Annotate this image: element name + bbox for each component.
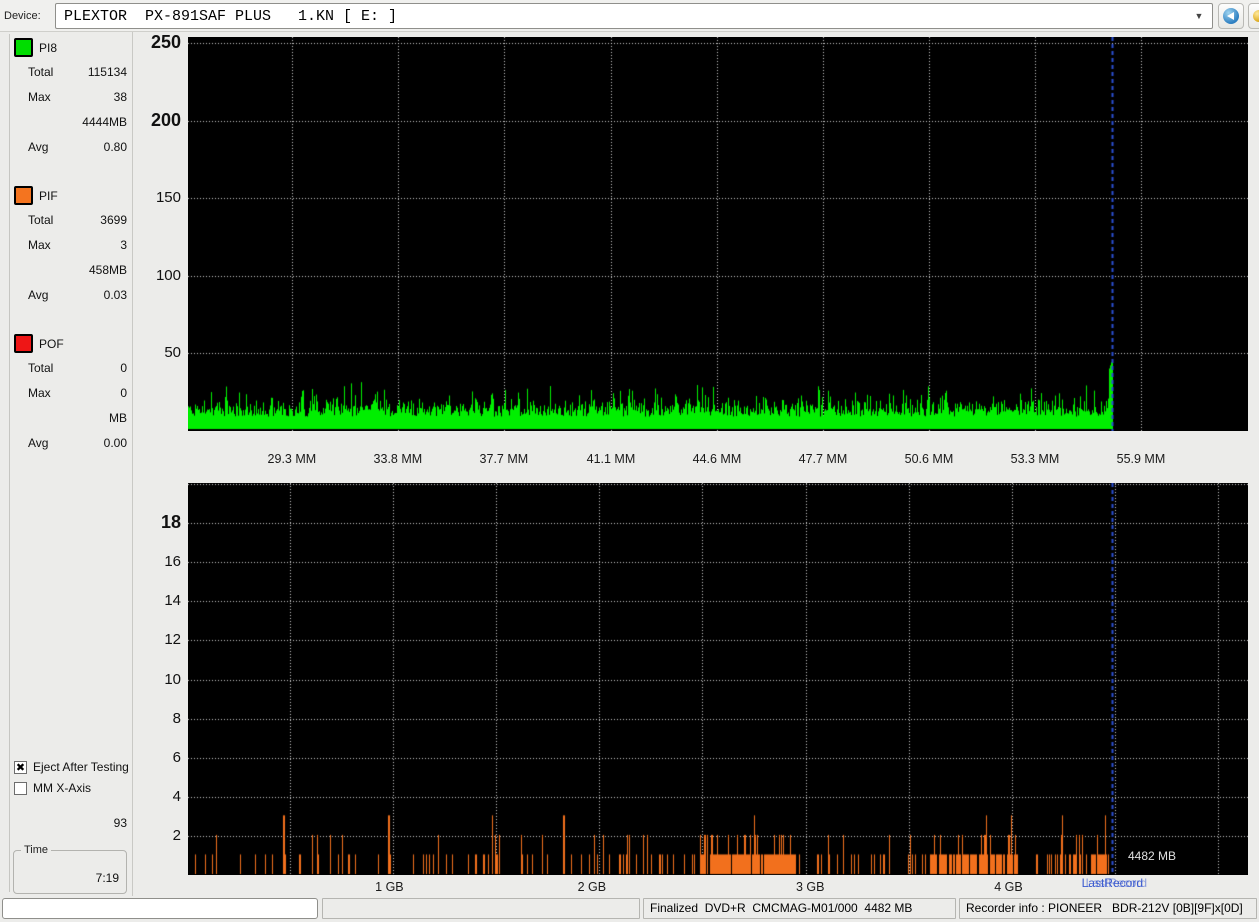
y-tick-label: 2 xyxy=(172,826,181,844)
time-groupbox: Time 7:19 xyxy=(13,844,127,894)
pif-color-swatch[interactable] xyxy=(14,186,33,205)
x-tick-label: 2 GB xyxy=(577,880,607,894)
last-record-marker-label: LastRecord xyxy=(1081,876,1143,890)
y-tick-label: 12 xyxy=(164,631,181,649)
pof-row-value: 0.00 xyxy=(103,436,127,450)
pif-label: PIF xyxy=(39,189,58,203)
chart-panel: 250 200 150 100 50 29.3 MM 33.8 MM 37.7 MM 41.1… xyxy=(132,32,1259,896)
pif-chart-y-axis: 18 16 14 12 10 8 6 4 2 xyxy=(133,483,181,875)
x-tick-label: 41.1 MM xyxy=(586,452,636,466)
time-group-label: Time xyxy=(21,844,52,856)
chevron-down-icon[interactable]: ▼ xyxy=(1194,11,1204,21)
y-tick-label: 8 xyxy=(172,709,181,727)
device-selector[interactable]: PLEXTOR PX-891SAF PLUS 1.KN [ E: ] ▼ xyxy=(55,3,1213,29)
clipped-toolbar-button[interactable] xyxy=(1248,3,1259,29)
status-pane-empty xyxy=(322,898,640,919)
y-tick-label: 100 xyxy=(155,266,181,284)
x-tick-label: 33.8 MM xyxy=(373,452,423,466)
x-tick-label: 47.7 MM xyxy=(798,452,848,466)
status-pane-disc-info: Finalized DVD+R CMCMAG-M01/000 4482 MB xyxy=(643,898,956,919)
pof-color-swatch[interactable] xyxy=(14,334,33,353)
checkbox-label: MM X-Axis xyxy=(33,781,91,795)
pi8-row-value: 4444MB xyxy=(82,115,127,129)
pif-row-label: Total xyxy=(28,213,54,227)
pi8-color-swatch[interactable] xyxy=(14,38,33,57)
pof-row-label: Avg xyxy=(28,436,49,450)
pof-row-label: Max xyxy=(28,386,51,400)
pi8-row-label: Max xyxy=(28,90,51,104)
pie-chart-canvas xyxy=(188,37,1248,431)
device-label: Device: xyxy=(4,10,41,22)
checkbox-box[interactable]: ✖ xyxy=(14,761,27,774)
pi8-row-label: Total xyxy=(28,65,54,79)
pof-row-value: 0 xyxy=(120,361,127,375)
sidebar-separator xyxy=(9,34,10,892)
pie-chart-x-axis: 29.3 MM 33.8 MM 37.7 MM 41.1 MM 44.6 MM 47.7 … xyxy=(188,452,1248,470)
y-tick-label: 4 xyxy=(172,787,181,805)
y-tick-label: 16 xyxy=(164,553,181,571)
x-tick-label: 3 GB xyxy=(795,880,825,894)
pif-row-label: Max xyxy=(28,238,51,252)
x-tick-label: 55.9 MM xyxy=(1116,452,1166,466)
x-tick-label: 44.6 MM xyxy=(692,452,742,466)
status-bar: Finalized DVD+R CMCMAG-M01/000 4482 MB R… xyxy=(0,896,1259,922)
sidebar: PI8 Total 115134 Max 38 4444MB Avg 0.80 PIF Total… xyxy=(0,32,132,896)
device-bar: Device: PLEXTOR PX-891SAF PLUS 1.KN [ E:… xyxy=(0,0,1259,32)
y-tick-label: 6 xyxy=(172,748,181,766)
pif-row-value: 3 xyxy=(120,238,127,252)
x-tick-label: 1 GB xyxy=(375,880,404,894)
pof-row-label: Total xyxy=(28,361,54,375)
check-mark-icon: ✖ xyxy=(15,761,26,774)
y-tick-label: 200 xyxy=(150,109,181,130)
check-mark-icon xyxy=(15,782,26,795)
pif-row-value: 3699 xyxy=(100,213,127,227)
status-input[interactable] xyxy=(2,898,318,919)
x-tick-label: 4 GB xyxy=(994,880,1023,894)
x-tick-label: 53.3 MM xyxy=(1010,452,1060,466)
pif-row-label: Avg xyxy=(28,288,49,302)
device-selector-value: PLEXTOR PX-891SAF PLUS 1.KN [ E: ] xyxy=(64,8,398,25)
checkbox-label: Eject After Testing xyxy=(33,760,129,774)
y-tick-label: 250 xyxy=(150,32,181,52)
pie-chart-plot: 250 200 150 100 50 xyxy=(151,32,1248,431)
time-value: 7:19 xyxy=(95,871,119,885)
scanned-size-label: 4482 MB xyxy=(1128,849,1177,863)
y-tick-label: 150 xyxy=(155,189,181,207)
key-icon xyxy=(1253,10,1259,22)
y-tick-label: 50 xyxy=(164,344,181,362)
pi8-row-value: 115134 xyxy=(87,65,127,79)
x-tick-label: 50.6 MM xyxy=(904,452,954,466)
pif-chart-canvas xyxy=(188,483,1248,875)
x-tick-label: 37.7 MM xyxy=(479,452,529,466)
pie-chart-y-axis: 250 200 150 100 50 xyxy=(133,32,181,431)
x-tick-label: 29.3 MM xyxy=(267,452,317,466)
status-pane-recorder-info: Recorder info : PIONEER BDR-212V [0B][9F… xyxy=(959,898,1257,919)
y-tick-label: 10 xyxy=(164,670,181,688)
pof-row-value: MB xyxy=(109,411,127,425)
counter-value: 93 xyxy=(113,816,127,830)
pi8-row-value: 38 xyxy=(113,90,127,104)
checkbox-box[interactable] xyxy=(14,782,27,795)
start-test-button[interactable] xyxy=(1218,3,1244,29)
pi8-row-value: 0.80 xyxy=(103,140,127,154)
pif-row-value: 0.03 xyxy=(103,288,127,302)
y-tick-label: 18 xyxy=(160,512,181,533)
y-tick-label: 14 xyxy=(164,592,181,610)
start-test-icon xyxy=(1223,8,1239,24)
pi8-row-label: Avg xyxy=(28,140,49,154)
pif-row-value: 458MB xyxy=(88,263,127,277)
pi8-label: PI8 xyxy=(39,41,58,55)
pof-row-value: 0 xyxy=(120,386,127,400)
pof-label: POF xyxy=(39,337,64,351)
pif-chart-x-axis: 1 GB 2 GB 3 GB 4 GB xyxy=(188,880,1248,898)
pif-chart-plot: 18 16 14 12 10 8 6 4 2 4482 MB xyxy=(161,483,1248,875)
